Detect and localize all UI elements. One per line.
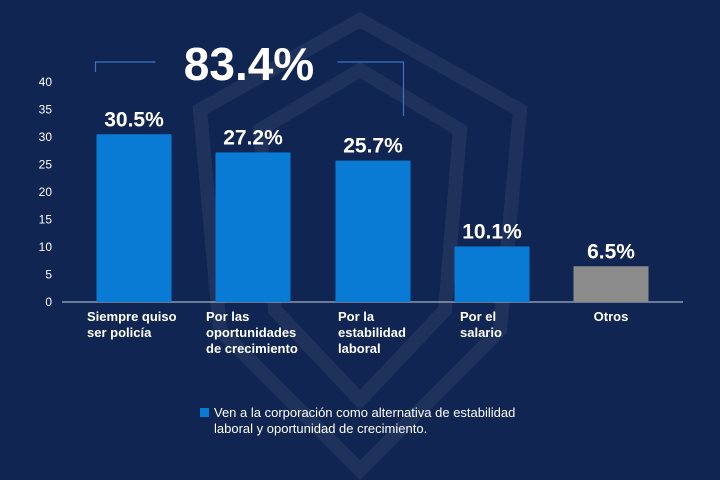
bar <box>215 152 291 302</box>
legend-label: Ven a la corporación como alternativa de… <box>214 405 515 436</box>
category-label-line: Por la <box>338 309 375 324</box>
bar <box>454 246 530 302</box>
y-tick-label: 40 <box>39 75 53 89</box>
category-label-line: de crecimiento <box>206 341 298 356</box>
data-label: 30.5% <box>104 108 164 131</box>
data-label: 27.2% <box>223 126 283 149</box>
category-label-line: Por el <box>460 309 496 324</box>
y-tick-label: 30 <box>39 130 53 144</box>
total-bracket: 83.4% <box>94 38 405 116</box>
y-tick-label: 5 <box>45 268 52 282</box>
bar <box>573 266 649 302</box>
category-label-line: Por las <box>206 309 249 324</box>
category-label: Siempre quiso ser policía <box>87 309 177 340</box>
category-label: Otros <box>594 309 629 324</box>
category-label: Por las oportunidades de crecimiento <box>206 309 298 356</box>
bars <box>96 134 649 302</box>
category-label-line: laboral <box>338 341 381 356</box>
category-label-line: Otros <box>594 309 629 324</box>
category-label: Por la estabilidad laboral <box>338 309 406 356</box>
y-tick-label: 25 <box>39 158 53 172</box>
category-label-line: oportunidades <box>206 325 296 340</box>
y-tick-label: 10 <box>39 240 53 254</box>
bar <box>335 160 411 302</box>
category-label-line: ser policía <box>87 325 152 340</box>
category-labels: Siempre quiso ser policía Por las oportunid… <box>87 309 628 356</box>
watermark-emblem <box>192 11 528 480</box>
y-tick-label: 20 <box>39 185 53 199</box>
data-labels: 30.5% 27.2% 25.7% 10.1% 6.5% <box>104 108 635 263</box>
bar <box>96 134 172 302</box>
total-label: 83.4% <box>184 38 314 90</box>
bracket-line <box>94 61 405 116</box>
data-label: 6.5% <box>587 240 635 263</box>
data-label: 10.1% <box>462 220 522 243</box>
y-tick-label: 15 <box>39 213 53 227</box>
legend-label-line: laboral y oportunidad de crecimiento. <box>214 421 427 436</box>
category-label-line: salario <box>460 325 502 340</box>
category-label-line: Siempre quiso <box>87 309 177 324</box>
y-tick-label: 0 <box>45 295 52 309</box>
data-label: 25.7% <box>343 135 403 158</box>
legend-label-line: Ven a la corporación como alternativa de… <box>214 405 515 420</box>
legend-swatch <box>200 408 209 417</box>
category-label-line: estabilidad <box>338 325 406 340</box>
y-tick-label: 35 <box>39 103 53 117</box>
category-label: Por el salario <box>460 309 502 340</box>
legend: Ven a la corporación como alternativa de… <box>200 405 515 436</box>
